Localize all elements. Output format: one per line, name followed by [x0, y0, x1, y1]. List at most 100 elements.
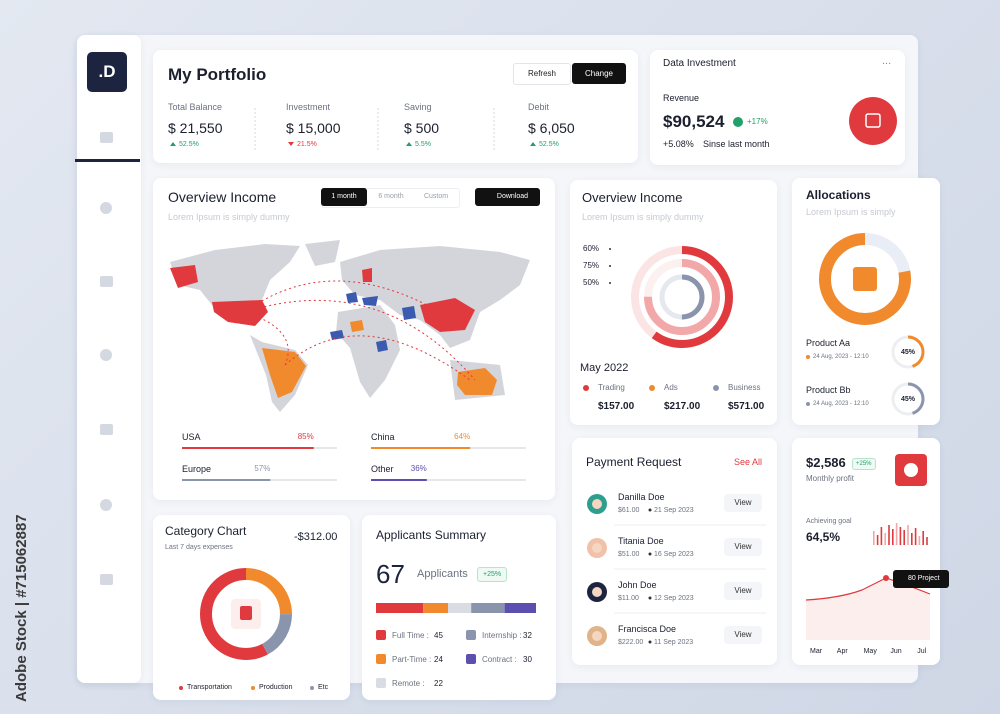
product-date: 24 Aug, 2023 - 12:10 [813, 401, 869, 407]
payer-name: John Doe [618, 580, 657, 590]
stat-change: 52.5% [179, 141, 199, 148]
card-subtitle: Lorem Ipsum is simply dummy [168, 212, 290, 222]
legend-name: Contract : [482, 655, 517, 664]
month-label: Jun [890, 648, 902, 655]
region-name: China [371, 432, 395, 442]
payer-name: Francisca Doe [618, 624, 677, 634]
card-title: Overview Income [582, 190, 683, 205]
income-map-card [153, 178, 555, 500]
applicant-badge: +25% [477, 567, 508, 582]
legend-amount: $217.00 [664, 401, 701, 412]
legend-name: Production [259, 684, 293, 691]
button[interactable]: Change [572, 63, 626, 84]
legend-name: Transportation [187, 684, 232, 691]
payer-amount: $51.00 [618, 551, 640, 558]
stat-label: Debit [528, 102, 550, 112]
see-all[interactable]: See All [734, 457, 763, 467]
product-date: 24 Aug, 2023 - 12:10 [813, 354, 869, 360]
legend-name: Part-Time : [392, 655, 432, 664]
period: May 2022 [580, 362, 629, 374]
profit-value: $2,586 [806, 455, 846, 470]
stat-change: 52.5% [539, 141, 559, 148]
month-label: Mar [810, 648, 823, 655]
view-button[interactable]: View [724, 626, 762, 644]
product-name: Product Aa [806, 338, 851, 348]
legend-name: Full Time : [392, 631, 429, 640]
card-title: Applicants Summary [376, 528, 487, 542]
tab[interactable]: 6 month [378, 193, 404, 200]
stat-value: $ 15,000 [286, 120, 341, 136]
month-label: May [863, 648, 877, 655]
category-total: -$312.00 [294, 531, 338, 543]
legend-name: Trading [598, 383, 625, 392]
region-value: 36% [410, 464, 427, 473]
region-value: 64% [454, 432, 471, 441]
applicant-label: Applicants [417, 568, 468, 580]
card-title: Allocations [806, 188, 871, 202]
region-name: USA [182, 432, 201, 442]
profit-card [792, 438, 940, 665]
tab[interactable]: 1 month [321, 188, 367, 206]
applicant-count: 67 [376, 559, 405, 589]
stat-label: Saving [404, 102, 432, 112]
goal-label: Achieving goal [806, 518, 852, 525]
product-value: 45% [900, 396, 916, 403]
revenue-badge: +17% [747, 117, 768, 126]
legend-value: 45 [434, 631, 443, 640]
product-value: 45% [900, 349, 916, 356]
profit-label: Monthly profit [806, 474, 855, 483]
view-button[interactable]: View [724, 494, 762, 512]
region-value: 57% [254, 464, 271, 473]
ring-label: 50% [583, 278, 600, 287]
button[interactable]: Refresh [513, 63, 571, 85]
revenue-value: $90,524 [663, 112, 725, 131]
payer-date: 21 Sep 2023 [654, 507, 694, 514]
tab[interactable]: Custom [423, 193, 449, 200]
legend-name: Ads [664, 383, 678, 392]
download-button[interactable]: Download [475, 188, 540, 206]
product-name: Product Bb [806, 385, 851, 395]
stat-value: $ 6,050 [528, 120, 575, 136]
stat-value: $ 500 [404, 120, 440, 136]
applicants-card [362, 515, 556, 700]
card-title: Payment Request [586, 455, 682, 469]
legend-value: 22 [434, 679, 443, 688]
watermark: Adobe Stock | #715062887 [13, 514, 30, 702]
view-button[interactable]: View [724, 538, 762, 556]
region-value: 85% [297, 432, 314, 441]
stat-change: 21.5% [297, 141, 317, 148]
stat-value: $ 21,550 [168, 120, 223, 136]
legend-amount: $571.00 [728, 401, 765, 412]
view-button[interactable]: View [724, 582, 762, 600]
ring-label: 60% [583, 244, 600, 253]
month-label: Apr [836, 648, 848, 655]
region-name: Europe [182, 464, 212, 474]
card-subtitle: Lorem Ipsum is simply dummy [582, 212, 704, 222]
payer-amount: $61.00 [618, 507, 640, 514]
card-title: Data Investment [663, 58, 736, 69]
legend-value: 24 [434, 655, 443, 664]
stat-change: 5.5% [415, 141, 431, 148]
payer-amount: $11.00 [618, 595, 639, 602]
payer-name: Danilla Doe [618, 492, 665, 502]
revenue-label: Revenue [663, 93, 700, 103]
region-name: Other [371, 464, 394, 474]
legend-name: Remote : [392, 679, 425, 688]
stat-label: Investment [286, 102, 331, 112]
logo[interactable]: .D [87, 52, 127, 92]
ring-label: 75% [583, 261, 600, 270]
card-title: Overview Income [168, 189, 277, 205]
legend-amount: $157.00 [598, 401, 635, 412]
legend-value: 32 [523, 631, 532, 640]
profit-badge: +25% [852, 458, 876, 470]
card-title: My Portfolio [168, 65, 267, 84]
menu[interactable]: ... [882, 55, 892, 67]
card-subtitle: Lorem Ipsum is simply [806, 207, 896, 217]
legend-value: 30 [523, 655, 532, 664]
card-title: Category Chart [165, 524, 247, 538]
payer-date: 16 Sep 2023 [654, 551, 694, 558]
revenue-note: Sinse last month [703, 139, 770, 149]
payer-date: 11 Sep 2023 [654, 639, 694, 646]
